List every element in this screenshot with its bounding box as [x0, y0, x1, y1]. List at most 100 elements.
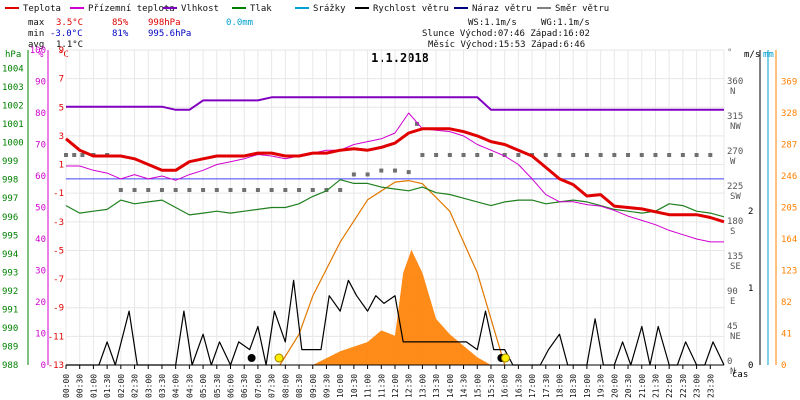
- temp-tick: -11: [48, 332, 64, 342]
- pct-tick: 10: [35, 330, 46, 340]
- pct-tick: 0: [41, 361, 46, 371]
- wind-direction-point: [379, 168, 384, 173]
- deg-dir-tick: S: [730, 227, 735, 237]
- deg-tick: 360: [727, 77, 743, 87]
- x-tick-label: 17:00: [528, 374, 537, 398]
- x-tick-label: 04:00: [172, 374, 181, 398]
- deg-tick: 0: [727, 357, 732, 367]
- stat-max-press: 998hPa: [148, 18, 181, 28]
- x-tick-label: 05:30: [213, 374, 222, 398]
- deg-dir-tick: SW: [730, 192, 741, 202]
- legend-label: Směr větru: [555, 4, 609, 14]
- wind-direction-point: [414, 121, 419, 126]
- x-tick-label: 18:00: [556, 374, 565, 398]
- wind-direction-point: [201, 188, 206, 192]
- x-tick-label: 12:30: [405, 374, 414, 398]
- solar-tick: 82: [781, 298, 792, 308]
- stat-min-press: 995.6hPa: [148, 29, 191, 39]
- legend-label: Teplota: [23, 4, 61, 14]
- wind-direction-point: [639, 153, 644, 157]
- temp-tick: 9: [59, 46, 64, 56]
- x-tick-label: 08:30: [295, 374, 304, 398]
- hpa-tick: 990: [2, 324, 18, 334]
- ms-tick: 2: [748, 207, 753, 217]
- x-tick-label: 15:00: [473, 374, 482, 398]
- ms-tick: 1: [748, 284, 753, 294]
- hpa-tick: 997: [2, 194, 18, 204]
- temp-unit: °C: [58, 50, 69, 60]
- hpa-tick: 992: [2, 287, 18, 297]
- pressure-line: [65, 179, 725, 218]
- x-tick-label: 03:30: [158, 374, 167, 398]
- stat-avg-temp: 1.1°C: [56, 40, 83, 50]
- deg-tick: 180: [727, 217, 743, 227]
- hpa-tick: 998: [2, 176, 18, 186]
- pct-tick: 80: [35, 109, 46, 119]
- x-tick-label: 18:30: [569, 374, 578, 398]
- hpa-tick: 1003: [2, 83, 24, 93]
- x-tick-label: 08:00: [281, 374, 290, 398]
- stat-max-rain: 0.0mm: [226, 18, 253, 28]
- wind-direction-point: [351, 172, 356, 177]
- wind-direction-point: [626, 153, 631, 157]
- wind-direction-point: [420, 153, 425, 157]
- wind-direction-point: [159, 188, 164, 192]
- x-tick-label: 23:00: [693, 374, 702, 398]
- x-tick-label: 10:00: [336, 374, 345, 398]
- x-tick-label: 20:30: [624, 374, 633, 398]
- deg-dir-tick: N: [730, 87, 735, 97]
- x-tick-label: 14:30: [460, 374, 469, 398]
- wind-direction-point: [118, 188, 123, 192]
- x-tick-label: 13:30: [432, 374, 441, 398]
- deg-tick: 270: [727, 147, 743, 157]
- x-tick-label: 16:30: [514, 374, 523, 398]
- x-tick-label: 01:00: [89, 374, 98, 398]
- x-tick-label: 14:00: [446, 374, 455, 398]
- wind-direction-point: [475, 153, 480, 157]
- hpa-tick: 1000: [2, 139, 24, 149]
- solar-tick: 123: [781, 267, 797, 277]
- deg-tick: 135: [727, 252, 743, 262]
- wind-direction-point: [255, 188, 260, 192]
- stat-ws: WS:1.1m/s: [468, 18, 517, 28]
- solar-tick: 41: [781, 330, 792, 340]
- wind-direction-point: [543, 153, 548, 157]
- solar-measured-area: [312, 249, 491, 365]
- deg-dir-tick: W: [730, 157, 736, 167]
- legend-label: Tlak: [250, 4, 272, 14]
- deg-tick: 225: [727, 182, 743, 192]
- wind-direction-point: [653, 153, 658, 157]
- wind-direction-point: [406, 170, 411, 175]
- mm-unit: mm: [763, 50, 774, 60]
- hpa-unit: hPa: [5, 50, 21, 60]
- wind-direction-point: [502, 153, 507, 157]
- x-tick-label: 04:30: [185, 374, 194, 398]
- x-tick-label: 09:30: [322, 374, 331, 398]
- legend: Teplota Přízemní teplota Vlhkost Tlak Srážky…: [5, 4, 609, 14]
- pct-tick: 90: [35, 78, 46, 88]
- hpa-tick: 991: [2, 305, 18, 315]
- temp-tick: -1: [53, 189, 64, 199]
- x-tick-label: 02:00: [117, 374, 126, 398]
- wind-direction-point: [516, 153, 521, 157]
- x-axis: 00:00 00:30 01:00 01:30 02:00 02:30 03:00 03:30…: [62, 364, 748, 398]
- hpa-tick: 996: [2, 213, 18, 223]
- pct-tick: 60: [35, 172, 46, 182]
- deg-tick: 45: [727, 322, 738, 332]
- x-tick-label: 07:00: [254, 374, 263, 398]
- deg-tick: 315: [727, 112, 743, 122]
- deg-tick: 90: [727, 287, 738, 297]
- solar-tick: 328: [781, 109, 797, 119]
- wind-direction-point: [173, 188, 178, 192]
- pct-tick: 30: [35, 267, 46, 277]
- wind-direction-point: [132, 188, 137, 192]
- wind-direction-point: [80, 153, 85, 157]
- wind-speed-line: [66, 279, 725, 366]
- deg-dir-tick: N: [730, 367, 735, 377]
- x-tick-label: 13:00: [418, 374, 427, 398]
- x-tick-label: 03:00: [144, 374, 153, 398]
- temp-tick: 5: [59, 103, 64, 113]
- x-tick-label: 09:00: [309, 374, 318, 398]
- wind-direction-point: [598, 153, 603, 157]
- x-tick-label: 00:00: [62, 374, 71, 398]
